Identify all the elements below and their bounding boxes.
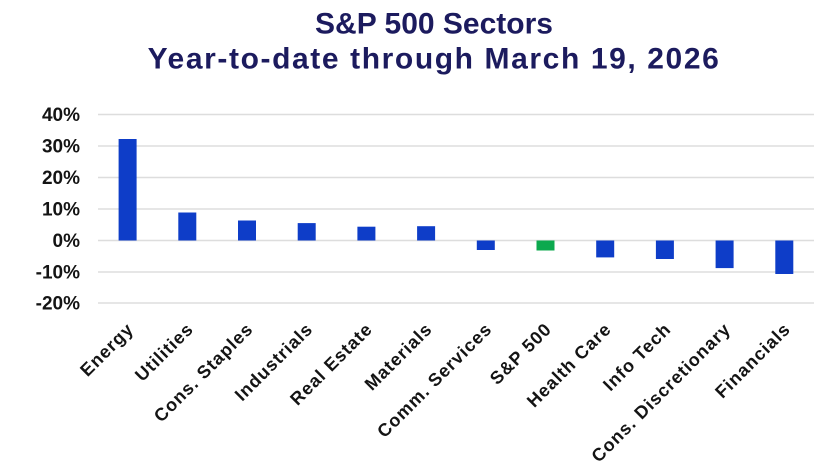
- svg-text:30%: 30%: [42, 137, 80, 158]
- svg-text:Comm. Services: Comm. Services: [373, 319, 496, 442]
- svg-text:S&P 500 Sectors: S&P 500 Sectors: [315, 7, 553, 40]
- svg-text:Year-to-date through March 19,: Year-to-date through March 19, 2026: [148, 43, 721, 76]
- svg-text:0%: 0%: [53, 231, 81, 252]
- svg-text:20%: 20%: [42, 168, 80, 189]
- svg-text:Energy: Energy: [76, 319, 137, 380]
- svg-text:40%: 40%: [42, 105, 80, 126]
- svg-text:-10%: -10%: [36, 263, 80, 284]
- svg-text:10%: 10%: [42, 200, 80, 221]
- svg-text:-20%: -20%: [36, 293, 80, 314]
